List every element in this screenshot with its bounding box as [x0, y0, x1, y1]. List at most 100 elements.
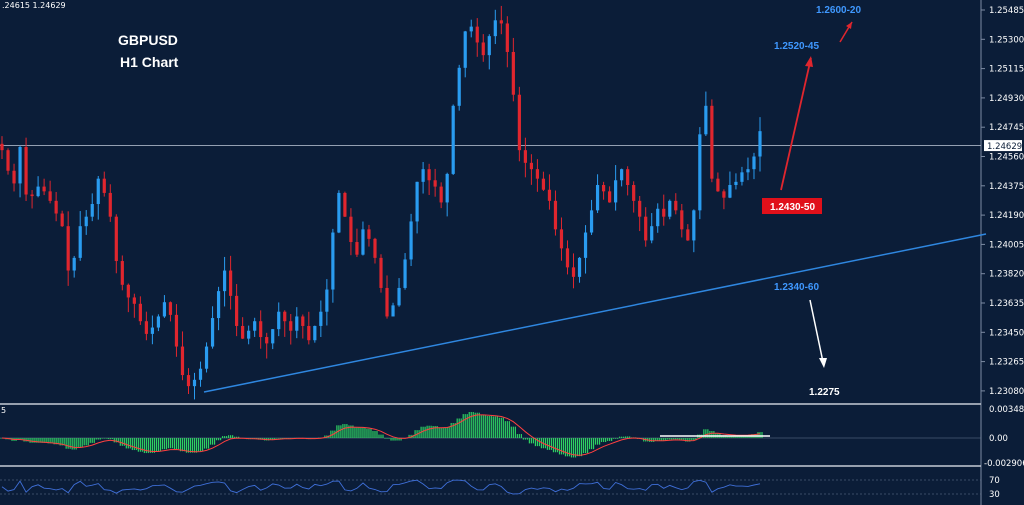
macd-bar — [617, 438, 619, 439]
candle-body — [96, 178, 100, 205]
candle-body — [529, 162, 533, 170]
macd-bar — [468, 412, 470, 438]
candle-body — [728, 185, 732, 198]
macd-bar — [426, 425, 428, 438]
macd-bar — [436, 425, 438, 438]
macd-bar — [498, 417, 500, 438]
macd-bar — [25, 438, 27, 442]
candle-body — [620, 169, 624, 181]
macd-bar — [199, 438, 202, 452]
macd-bar — [400, 438, 402, 441]
candle-body — [505, 23, 509, 52]
macd-bar — [346, 424, 348, 438]
candle-body — [186, 375, 191, 387]
macd-bar — [197, 438, 200, 452]
candle-body — [632, 185, 636, 201]
macd-bar — [504, 421, 506, 438]
macd-bar — [17, 438, 19, 440]
macd-bar — [356, 427, 358, 438]
macd-bar — [611, 438, 613, 441]
candle-body — [271, 329, 275, 344]
candle-body — [397, 287, 401, 306]
macd-bar — [133, 438, 135, 451]
macd-bar — [669, 438, 671, 440]
macd-bar — [410, 434, 412, 438]
macd-bar — [191, 438, 194, 453]
macd-bar — [474, 412, 476, 438]
macd-bar — [35, 438, 37, 443]
macd-bar — [538, 438, 541, 447]
macd-tick-zero: 0.00 — [989, 434, 1008, 444]
macd-bar — [125, 438, 127, 449]
macd-bar — [177, 438, 180, 450]
macd-bar — [759, 432, 761, 438]
candle-body — [66, 226, 70, 271]
candle-body — [523, 150, 527, 163]
candle-body — [565, 248, 570, 268]
macd-bar — [580, 438, 583, 457]
macd-tick-top: 0.003482 — [989, 405, 1024, 415]
macd-bar — [574, 438, 577, 458]
macd-bar — [65, 438, 67, 449]
macd-bar — [679, 438, 681, 441]
macd-bar — [175, 438, 178, 450]
macd-bar — [671, 438, 673, 440]
macd-bar — [215, 438, 218, 441]
macd-bar — [727, 435, 729, 438]
level-3-label: 1.2340-60 — [774, 282, 819, 293]
macd-bar — [59, 438, 61, 446]
macd-bar — [713, 431, 715, 438]
macd-bar — [193, 438, 196, 453]
macd-bar — [205, 438, 208, 449]
macd-bar — [588, 438, 591, 450]
current-price-line: 1.24629 — [0, 140, 1022, 152]
candle-body — [337, 192, 341, 233]
macd-bar — [73, 438, 75, 450]
macd-bar — [225, 436, 228, 438]
candle-body — [102, 178, 106, 193]
macd-bar — [386, 438, 388, 439]
macd-bar — [344, 424, 346, 438]
macd-bar — [592, 438, 595, 450]
macd-bar — [452, 422, 454, 438]
macd-bar — [604, 438, 607, 443]
candle-body — [30, 194, 34, 197]
macd-bar — [57, 438, 59, 445]
macd-bar — [500, 417, 502, 438]
macd-bar — [382, 434, 384, 438]
macd-bar — [69, 438, 71, 449]
candle-body — [475, 26, 479, 43]
macd-bar — [27, 438, 29, 442]
candle-body — [427, 169, 431, 181]
macd-bar — [488, 415, 490, 438]
macd-bar — [502, 417, 504, 438]
macd-bar — [520, 434, 522, 438]
macd-bar — [396, 438, 398, 441]
macd-bar — [384, 438, 386, 439]
macd-bar — [63, 438, 65, 446]
macd-bar — [456, 418, 458, 438]
macd-bar — [408, 434, 410, 438]
macd-bar — [613, 438, 615, 439]
macd-bar — [227, 435, 230, 438]
macd-bar — [572, 438, 575, 458]
candle-body — [42, 186, 46, 192]
macd-bar — [729, 435, 731, 438]
macd-bar — [711, 431, 713, 438]
macd-bar — [362, 427, 364, 438]
candle-body — [60, 213, 64, 227]
candle-body — [740, 172, 744, 182]
candle-body — [138, 303, 142, 322]
macd-bar — [211, 438, 214, 445]
macd-bar — [195, 438, 198, 453]
macd-bar — [392, 438, 394, 441]
macd-bar — [685, 438, 687, 442]
macd-bar — [230, 435, 232, 438]
rsi-line — [1, 479, 761, 495]
macd-bar — [627, 436, 629, 438]
macd-bar — [129, 438, 131, 449]
candle-body — [686, 229, 690, 241]
macd-bar — [141, 438, 143, 452]
support-level-label: 1.2430-50 — [770, 202, 815, 213]
macd-bar — [462, 414, 464, 438]
